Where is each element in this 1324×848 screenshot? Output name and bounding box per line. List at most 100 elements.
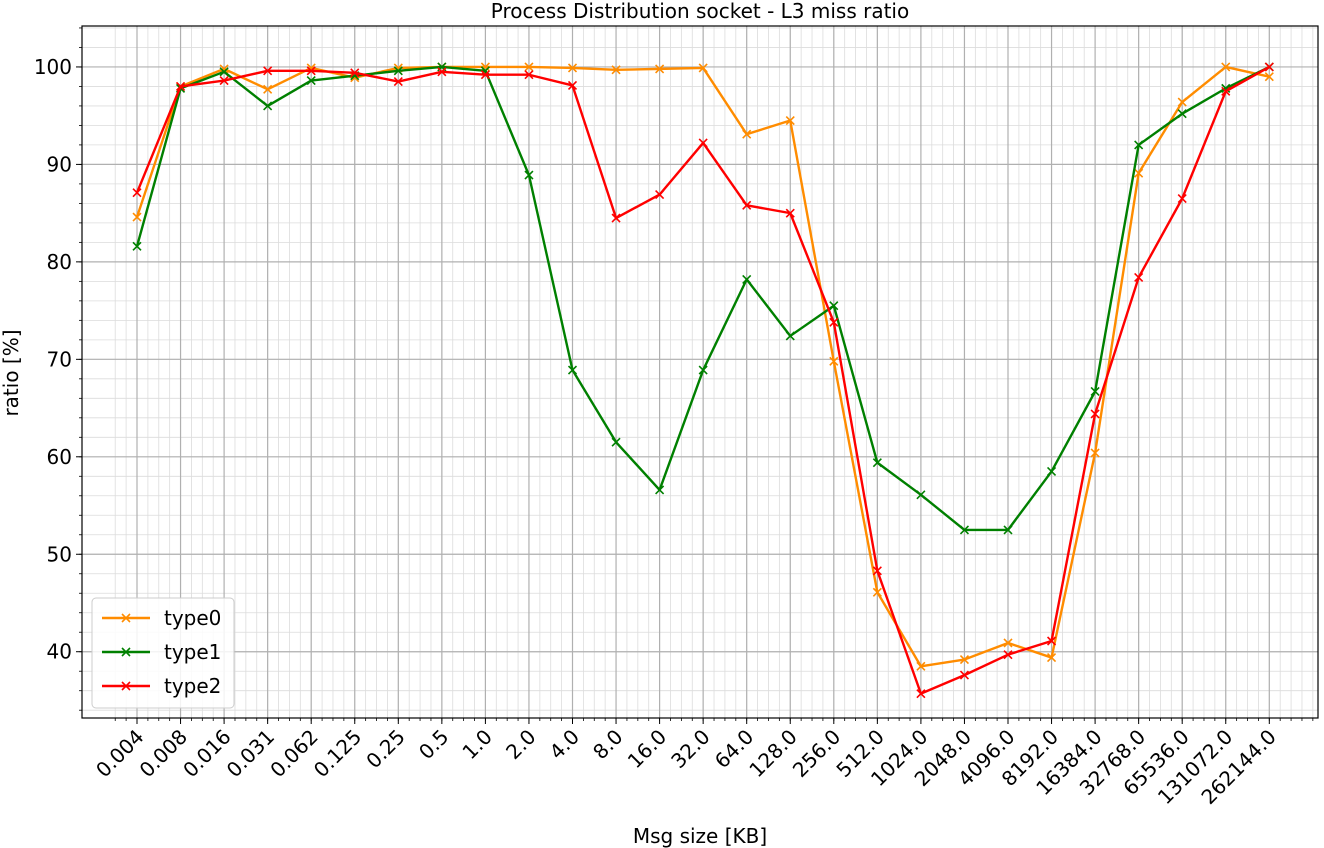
x-tick-label: 1.0 xyxy=(457,725,496,764)
data-point-type0 xyxy=(872,587,882,597)
x-tick-label: 0.004 xyxy=(91,725,148,782)
data-point-type2 xyxy=(916,689,926,699)
x-tick-label: 0.125 xyxy=(309,725,366,782)
plot-frame xyxy=(81,25,1319,719)
x-tick-label: 8.0 xyxy=(588,725,627,764)
x-tick-label: 0.25 xyxy=(361,725,409,773)
data-point-type2 xyxy=(437,67,447,77)
data-point-type2 xyxy=(959,670,970,680)
data-point-type1 xyxy=(698,365,708,375)
data-point-type1 xyxy=(1003,525,1013,535)
data-point-type0 xyxy=(829,356,839,366)
legend-label-type2: type2 xyxy=(164,674,221,698)
x-tick-label: 16.0 xyxy=(623,725,671,773)
data-point-type2 xyxy=(524,70,534,80)
data-point-type2 xyxy=(132,188,142,198)
series-layer xyxy=(132,62,1274,699)
data-point-type2 xyxy=(698,138,708,148)
data-point-type2 xyxy=(1264,62,1274,72)
data-point-type2 xyxy=(1221,86,1231,96)
data-point-type2 xyxy=(350,68,360,78)
legend: type0 type1 type2 xyxy=(91,597,235,709)
x-tick-label: 128.0 xyxy=(744,725,801,782)
data-point-type0 xyxy=(132,212,142,222)
data-point-type1 xyxy=(1134,140,1144,150)
data-point-type2 xyxy=(393,76,403,87)
y-tick-label: 50 xyxy=(47,542,72,566)
data-point-type0 xyxy=(959,654,970,665)
data-point-type1 xyxy=(524,170,534,180)
axes xyxy=(81,25,1319,719)
legend-box xyxy=(91,597,235,709)
data-point-type2 xyxy=(306,66,316,76)
y-tick-label: 90 xyxy=(47,152,72,176)
data-point-type1 xyxy=(132,241,142,251)
data-point-type1 xyxy=(742,274,752,284)
data-point-type1 xyxy=(916,490,926,500)
x-tick-label: 0.008 xyxy=(135,725,192,782)
legend-entry-type0: type0 xyxy=(102,606,221,630)
x-tick-label: 0.016 xyxy=(178,725,235,782)
data-point-type1 xyxy=(611,437,621,447)
x-tick-label: 0.5 xyxy=(414,725,453,764)
y-tick-label: 80 xyxy=(47,250,72,274)
data-point-type2 xyxy=(785,208,795,218)
data-point-type2 xyxy=(829,317,839,327)
x-tick-label: 4.0 xyxy=(545,725,584,764)
data-point-type2 xyxy=(655,190,665,200)
legend-marker-type0 xyxy=(121,613,131,623)
data-point-type2 xyxy=(263,66,273,76)
series-type1 xyxy=(132,62,1274,535)
data-point-type2 xyxy=(611,213,621,223)
data-point-type2 xyxy=(1003,650,1013,660)
data-point-type1 xyxy=(785,331,795,341)
data-point-type1 xyxy=(567,365,578,375)
data-point-type1 xyxy=(1046,466,1057,476)
data-point-type0 xyxy=(1046,653,1057,663)
x-tick-label: 0.062 xyxy=(265,725,322,782)
x-axis-label: Msg size [KB] xyxy=(633,824,767,848)
data-point-type2 xyxy=(1177,193,1187,204)
data-point-type0 xyxy=(1221,62,1231,72)
legend-marker-type1 xyxy=(121,647,131,657)
y-axis-ticks: 40 50 60 70 80 90 100 xyxy=(34,27,82,711)
data-point-type1 xyxy=(263,101,273,111)
data-point-type0 xyxy=(916,661,926,671)
data-point-type1 xyxy=(872,458,882,468)
grid xyxy=(82,26,1318,718)
data-point-type0 xyxy=(1264,72,1274,82)
data-point-type0 xyxy=(1003,638,1013,648)
data-point-type0 xyxy=(698,63,708,73)
y-tick-label: 100 xyxy=(34,55,72,79)
legend-label-type0: type0 xyxy=(164,606,221,630)
x-tick-label: 32.0 xyxy=(666,725,714,773)
data-point-type1 xyxy=(829,301,839,311)
data-point-type1 xyxy=(306,76,316,86)
legend-label-type1: type1 xyxy=(164,640,221,664)
series-type2 xyxy=(132,62,1274,699)
data-point-type2 xyxy=(742,200,752,210)
x-tick-label: 2.0 xyxy=(501,725,540,764)
data-point-type2 xyxy=(872,566,882,576)
data-point-type0 xyxy=(611,65,621,75)
data-point-type0 xyxy=(567,63,578,73)
data-point-type0 xyxy=(263,84,273,94)
legend-entry-type1: type1 xyxy=(102,640,221,664)
data-point-type1 xyxy=(655,485,665,495)
data-point-type2 xyxy=(175,81,186,91)
data-point-type2 xyxy=(1090,409,1100,419)
data-point-type1 xyxy=(959,525,970,535)
y-tick-label: 60 xyxy=(47,445,72,469)
data-point-type0 xyxy=(655,64,665,74)
data-point-type2 xyxy=(567,80,578,91)
data-point-type0 xyxy=(1090,448,1100,458)
y-tick-label: 40 xyxy=(47,640,72,664)
data-point-type1 xyxy=(393,66,403,76)
data-point-type0 xyxy=(1177,97,1187,107)
data-point-type2 xyxy=(480,70,490,80)
data-point-type2 xyxy=(219,76,229,86)
data-point-type2 xyxy=(1046,636,1057,646)
y-tick-label: 70 xyxy=(47,347,72,371)
